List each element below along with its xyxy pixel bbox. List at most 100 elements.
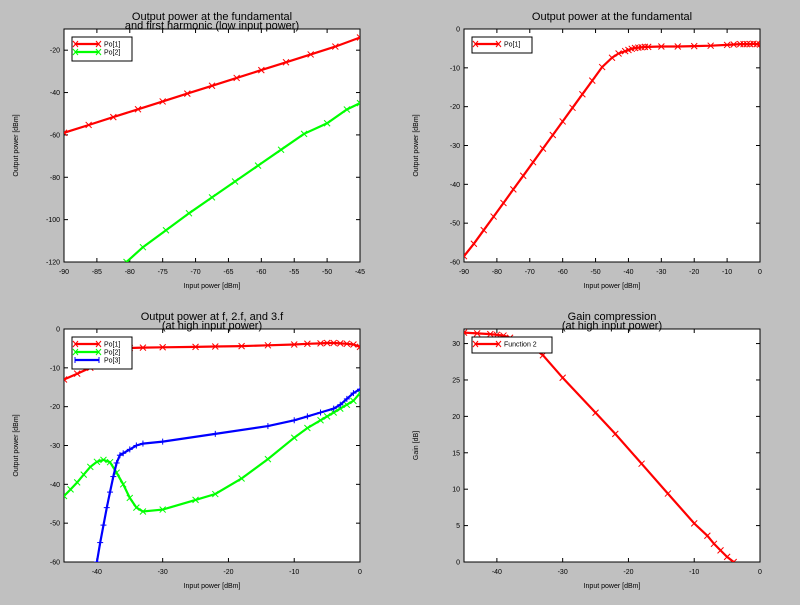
legend-label: Function 2 [504, 342, 537, 349]
data-point [317, 416, 324, 424]
y-tick-label: -60 [50, 560, 60, 567]
x-tick-label: -30 [158, 569, 168, 576]
y-tick-label: -60 [450, 260, 460, 267]
data-point [233, 74, 241, 82]
data-point [126, 446, 133, 453]
data-point [480, 226, 488, 234]
data-point [290, 434, 298, 442]
data-point [107, 489, 114, 496]
data-point [717, 546, 724, 554]
x-tick-label: -90 [459, 269, 469, 276]
data-point [343, 395, 350, 402]
x-tick-label: -65 [223, 269, 233, 276]
data-point [323, 413, 331, 420]
data-point [85, 121, 93, 129]
x-tick-label: -40 [623, 269, 633, 276]
y-axis-label: Gain [dB] [413, 431, 420, 460]
chart-1: -90 -85 -80 -75 -70 -65 -60 -55 -50 -45 -120 -100 -8… [13, 11, 365, 290]
y-tick-label: -30 [450, 143, 460, 150]
data-point [343, 401, 351, 409]
y-tick-label: -100 [46, 217, 60, 224]
data-point [579, 90, 586, 98]
data-point [330, 409, 338, 416]
data-point [162, 226, 170, 234]
data-point [519, 172, 527, 180]
x-axis-label: Input power [dBm] [584, 283, 641, 290]
y-tick-label: -10 [50, 365, 60, 372]
y-tick-label: -120 [46, 260, 60, 267]
data-point [743, 40, 751, 48]
data-point [664, 490, 672, 497]
x-tick-label: -80 [492, 269, 502, 276]
data-point [139, 508, 147, 515]
x-tick-label: -20 [689, 269, 699, 276]
data-point [304, 424, 311, 432]
data-point [208, 194, 216, 201]
data-point [139, 344, 147, 351]
y-tick-label: 20 [452, 414, 460, 421]
data-point [159, 343, 167, 351]
legend-label: Po[1] [104, 342, 120, 349]
data-point [657, 43, 665, 50]
legend [471, 336, 553, 354]
data-point [208, 82, 216, 90]
data-point [611, 430, 619, 438]
data-point [317, 340, 324, 347]
data-point [120, 450, 127, 457]
x-tick-label: -20 [223, 569, 233, 576]
data-point [97, 539, 104, 546]
y-tick-label: 10 [452, 487, 460, 494]
data-point [723, 553, 731, 561]
data-point [356, 343, 360, 351]
y-axis-label: Output power [dBm] [13, 114, 20, 176]
y-tick-label: 25 [452, 377, 460, 384]
x-axis-label: Input power [dBm] [184, 583, 241, 590]
chart-2: -90 -80 -70 -60 -50 -40 -30 -20 -10 0 -60 -50 -40 -30… [413, 11, 762, 290]
data-point [100, 456, 107, 464]
x-tick-label: -50 [322, 269, 332, 276]
data-point [615, 50, 622, 57]
data-point [736, 40, 744, 48]
data-point [690, 42, 698, 50]
series-line [464, 331, 735, 562]
data-point [110, 473, 117, 480]
data-point [264, 423, 271, 430]
series-line [125, 102, 360, 262]
data-point [710, 540, 718, 548]
data-point [756, 41, 760, 48]
data-point [356, 34, 360, 41]
data-point [211, 490, 219, 498]
x-tick-label: -85 [92, 269, 102, 276]
plot-area [463, 28, 761, 263]
data-point [588, 77, 596, 85]
data-point [690, 520, 698, 527]
y-tick-label: -40 [450, 182, 460, 189]
data-point [238, 475, 245, 482]
data-point [473, 330, 481, 337]
data-point [307, 51, 315, 58]
data-point [343, 340, 351, 348]
x-tick-label: -80 [125, 269, 135, 276]
data-point [357, 386, 360, 393]
data-point [350, 341, 357, 348]
y-tick-label: 30 [452, 341, 460, 348]
x-tick-label: -70 [525, 269, 535, 276]
data-point [638, 460, 645, 468]
data-point [730, 558, 738, 562]
data-point [73, 479, 81, 486]
y-tick-label: -80 [50, 175, 60, 182]
y-tick-label: -20 [50, 48, 60, 55]
data-point [159, 506, 167, 513]
plot-area [463, 328, 761, 563]
x-axis-label: Input power [dBm] [184, 283, 241, 290]
chart-title: Gain compression [568, 311, 657, 323]
data-point [119, 480, 127, 488]
x-tick-label: -30 [656, 269, 666, 276]
x-axis-label: Input power [dBm] [584, 583, 641, 590]
y-tick-label: 0 [56, 327, 60, 334]
data-point [529, 158, 537, 166]
data-point [183, 90, 191, 97]
data-point [93, 458, 101, 466]
data-point [509, 186, 517, 193]
